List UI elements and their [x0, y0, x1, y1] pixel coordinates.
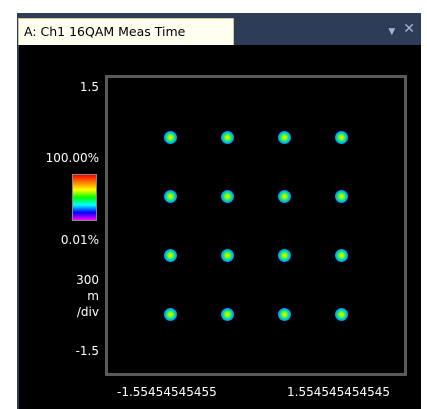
- constellation-point: [278, 189, 292, 203]
- chevron-down-icon[interactable]: ▼: [388, 27, 396, 37]
- constellation-point: [163, 189, 177, 203]
- constellation-point: [335, 307, 349, 321]
- constellation-point: [220, 248, 234, 262]
- y-axis-max-label: 1.5: [79, 80, 99, 94]
- tab-actions: ▼ ✕: [388, 21, 415, 37]
- colorbar-max-label: 100.00%: [45, 151, 99, 165]
- constellation-point: [220, 307, 234, 321]
- constellation-point: [220, 130, 234, 144]
- x-axis-max-label: 1.554545454545: [287, 385, 391, 399]
- tab-meas-time[interactable]: A: Ch1 16QAM Meas Time: [18, 18, 234, 45]
- y-axis-min-label: -1.5: [75, 344, 99, 358]
- colorbar: [72, 174, 97, 221]
- constellation-window: A: Ch1 16QAM Meas Time ▼ ✕ 1.5 100.00% 0…: [17, 13, 421, 409]
- constellation-point: [335, 189, 349, 203]
- constellation-view: 1.5 100.00% 0.01% 300 m /div -1.5 -1.554…: [19, 45, 421, 409]
- constellation-point: [278, 130, 292, 144]
- colorbar-min-label: 0.01%: [60, 233, 99, 247]
- scale-value-label: 300: [76, 273, 99, 287]
- close-icon[interactable]: ✕: [403, 21, 415, 37]
- x-axis-min-label: -1.55454545455: [117, 385, 217, 399]
- scale-unit-label: m: [87, 289, 99, 303]
- constellation-point: [163, 248, 177, 262]
- constellation-point: [163, 307, 177, 321]
- tab-title: A: Ch1 16QAM Meas Time: [24, 24, 186, 39]
- scale-per-div-label: /div: [76, 305, 99, 319]
- constellation-point: [335, 130, 349, 144]
- constellation-point: [163, 130, 177, 144]
- constellation-point: [335, 248, 349, 262]
- constellation-point: [278, 307, 292, 321]
- constellation-point: [220, 189, 234, 203]
- constellation-plot: [105, 75, 407, 376]
- constellation-point: [278, 248, 292, 262]
